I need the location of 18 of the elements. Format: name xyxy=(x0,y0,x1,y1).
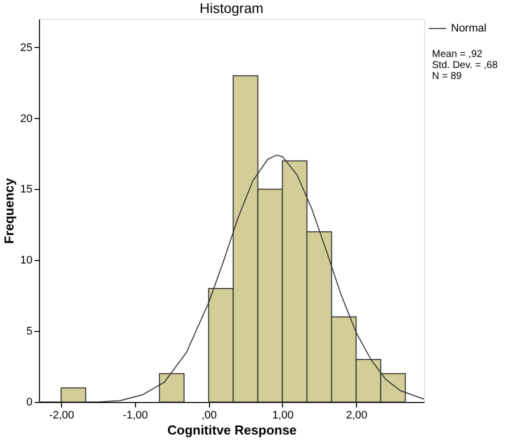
chart-title: Histogram xyxy=(200,0,264,16)
x-tick-label: ,00 xyxy=(201,410,217,422)
x-axis-title: Cognititve Response xyxy=(167,422,297,438)
y-tick-label: 25 xyxy=(20,42,32,54)
text: Mean = ,92 xyxy=(432,49,483,60)
y-axis-title: Frequency xyxy=(1,177,16,244)
y-tick-label: 10 xyxy=(20,254,32,267)
x-tick-label: -1,00 xyxy=(122,410,148,422)
y-tick-label: 15 xyxy=(20,184,32,196)
x-tick-label: -2,00 xyxy=(49,410,74,422)
x-tick-label: 1,00 xyxy=(272,410,294,422)
y-tick-label: 20 xyxy=(20,112,32,125)
y-tick-label: 0 xyxy=(26,396,32,408)
y-tick-label: 5 xyxy=(26,326,32,338)
text: N = 89 xyxy=(432,71,462,82)
legend-label: Normal xyxy=(451,22,486,34)
x-tick-label: 2,00 xyxy=(346,410,368,422)
text: Std. Dev. = ,68 xyxy=(432,60,498,71)
